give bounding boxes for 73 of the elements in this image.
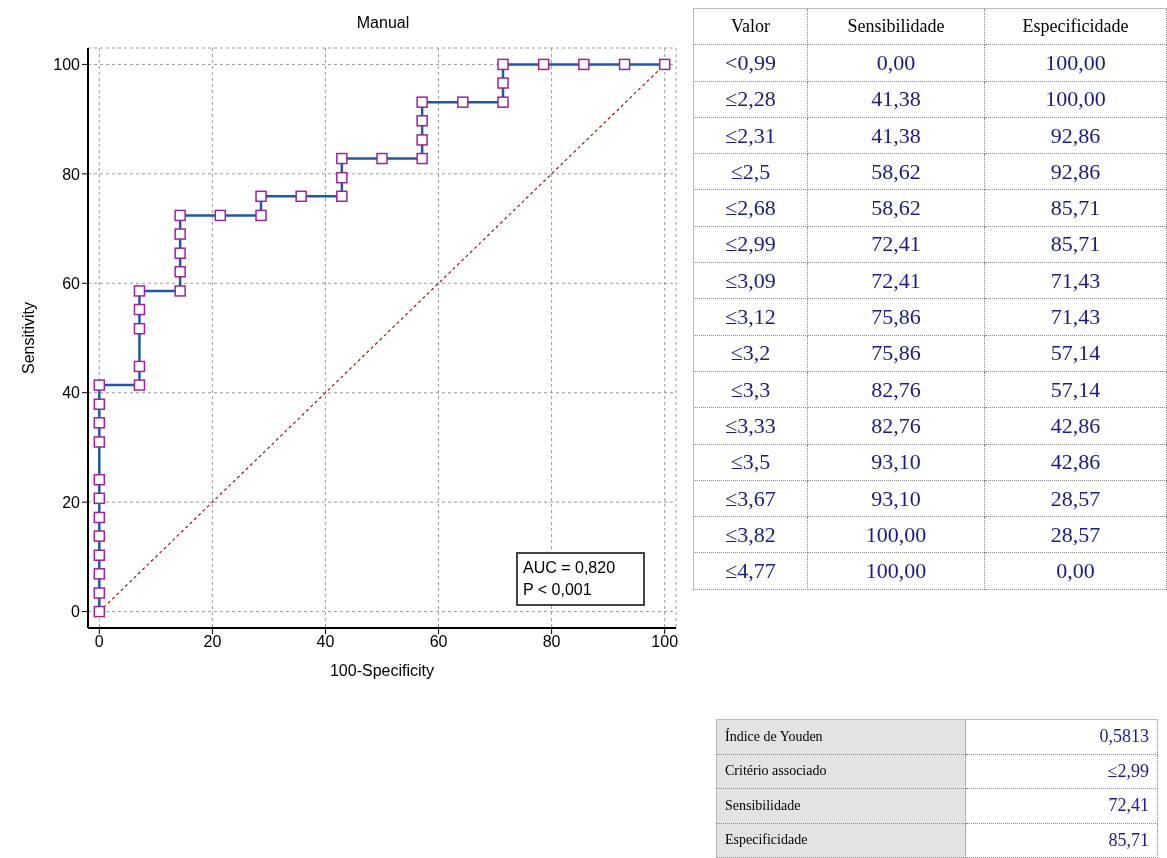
text: ≤3,09 <box>693 263 808 300</box>
text: 28,57 <box>985 517 1167 554</box>
text: 0,5813 <box>966 720 1158 755</box>
annotation: AUC = 0,820 <box>523 558 616 578</box>
text: 92,86 <box>985 117 1167 155</box>
text: 57,14 <box>985 371 1167 409</box>
x-tick-label: 40 <box>316 633 335 651</box>
category-label: Especificidade <box>985 9 1167 46</box>
text: ≤3,67 <box>693 480 808 518</box>
text: ≤3,5 <box>693 444 808 481</box>
x-axis-title: 100-Specificity <box>329 662 435 679</box>
text: Sensibilidade <box>716 789 966 824</box>
text: 0,00 <box>985 553 1167 590</box>
text: Critério associado <box>716 754 966 789</box>
text: 28,57 <box>985 480 1167 518</box>
annotation: P < 0,001 <box>523 580 593 600</box>
y-tick-label: 60 <box>62 274 81 292</box>
y-tick-label: 40 <box>62 384 81 402</box>
text: ≤2,99 <box>693 226 808 264</box>
text: ≤4,77 <box>693 553 808 590</box>
text: 100,00 <box>985 45 1167 82</box>
x-tick-label: 100 <box>651 633 679 651</box>
text: 71,43 <box>985 299 1167 336</box>
text: Especificidade <box>716 823 966 858</box>
text: 0,00 <box>808 45 985 82</box>
text: 42,86 <box>985 444 1167 481</box>
text: ≤2,31 <box>693 117 808 155</box>
text: 75,86 <box>808 335 985 372</box>
y-tick-label: 0 <box>71 603 81 621</box>
text: ≤3,12 <box>693 299 808 336</box>
text: 85,71 <box>985 226 1167 264</box>
text: 41,38 <box>808 81 985 118</box>
text: 42,86 <box>985 408 1167 445</box>
text: ≤3,33 <box>693 408 808 445</box>
text: ≤2,68 <box>693 190 808 227</box>
y-axis-title: Sensitivity <box>19 301 37 375</box>
text: ≤3,2 <box>693 335 808 372</box>
text: 93,10 <box>808 480 985 518</box>
text: 41,38 <box>808 117 985 155</box>
text: ≤3,82 <box>693 517 808 554</box>
text: 82,76 <box>808 408 985 445</box>
text: 93,10 <box>808 444 985 481</box>
text: <0,99 <box>693 45 808 82</box>
text: ≤2,99 <box>966 754 1158 789</box>
text: 57,14 <box>985 335 1167 372</box>
text: 85,71 <box>985 190 1167 227</box>
text: ≤2,28 <box>693 81 808 118</box>
x-tick-label: 60 <box>429 633 448 651</box>
x-tick-label: 0 <box>94 633 104 651</box>
text: ≤3,3 <box>693 371 808 409</box>
text: ≤2,5 <box>693 154 808 191</box>
y-tick-label: 80 <box>62 165 81 183</box>
text: 72,41 <box>966 789 1158 824</box>
text: 75,86 <box>808 299 985 336</box>
text: 72,41 <box>808 226 985 264</box>
chart-title: Manual <box>355 14 411 32</box>
text: 72,41 <box>808 263 985 300</box>
text: 100,00 <box>808 553 985 590</box>
text: 92,86 <box>985 154 1167 191</box>
x-tick-label: 20 <box>203 633 222 651</box>
text: Índice de Youden <box>716 720 966 755</box>
text: 82,76 <box>808 371 985 409</box>
text: 71,43 <box>985 263 1167 300</box>
category-label: Sensibilidade <box>808 9 985 46</box>
text: 58,62 <box>808 154 985 191</box>
text: 85,71 <box>966 823 1158 858</box>
text: 58,62 <box>808 190 985 227</box>
category-label: Valor <box>693 9 808 46</box>
text: 100,00 <box>808 517 985 554</box>
text: 100,00 <box>985 81 1167 118</box>
y-tick-label: 20 <box>62 493 81 511</box>
y-tick-label: 100 <box>53 56 81 74</box>
x-tick-label: 80 <box>542 633 561 651</box>
